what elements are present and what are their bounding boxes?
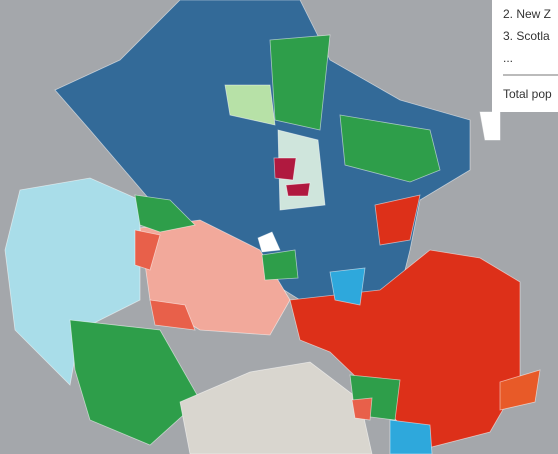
panel-line: 3. Scotla	[503, 29, 550, 43]
region	[261, 249, 299, 281]
regions	[4, 0, 541, 454]
panel-line: 2. New Z	[503, 7, 551, 21]
region	[273, 157, 297, 181]
region	[389, 419, 433, 454]
region	[339, 114, 441, 183]
region	[224, 84, 276, 126]
panel-line: Total pop	[503, 87, 552, 101]
info-panel: 2. New Z 3. Scotla ... Total pop	[492, 0, 558, 112]
region	[257, 231, 281, 253]
region	[149, 299, 196, 331]
region	[329, 267, 366, 306]
region	[69, 319, 201, 446]
panel-line: ...	[503, 51, 513, 65]
region	[269, 34, 331, 131]
region	[134, 229, 161, 271]
region	[499, 369, 541, 411]
region	[134, 194, 196, 233]
panel-background	[492, 0, 558, 112]
region	[285, 182, 311, 197]
region	[374, 194, 421, 246]
region	[351, 397, 373, 421]
